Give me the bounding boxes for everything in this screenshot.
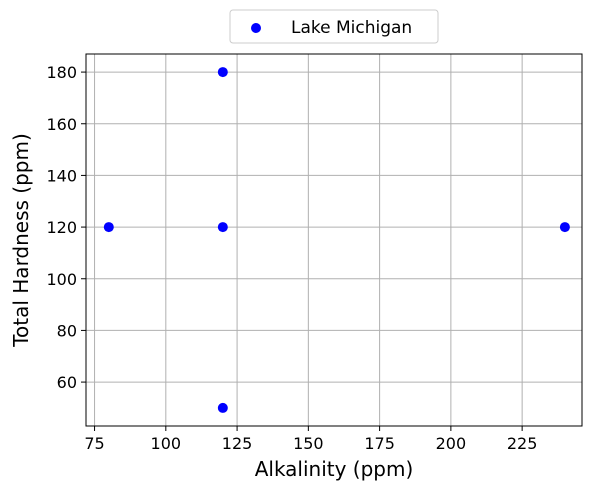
legend-label: Lake Michigan xyxy=(291,18,412,38)
grid xyxy=(86,54,582,426)
data-point xyxy=(559,222,570,233)
data-points xyxy=(103,67,570,413)
data-point xyxy=(217,67,228,78)
x-tick-label: 75 xyxy=(84,434,104,453)
x-tick-label: 150 xyxy=(293,434,324,453)
x-axis-title: Alkalinity (ppm) xyxy=(255,457,414,481)
y-tick-label: 140 xyxy=(46,166,77,185)
plot-frame xyxy=(85,53,583,427)
x-tick-label: 175 xyxy=(364,434,395,453)
y-tick-label: 100 xyxy=(46,270,77,289)
legend: Lake Michigan xyxy=(229,9,439,44)
data-point xyxy=(103,222,114,233)
x-tick-label: 125 xyxy=(222,434,253,453)
y-tick-label: 80 xyxy=(57,321,77,340)
x-tick-label: 225 xyxy=(507,434,538,453)
data-point xyxy=(217,402,228,413)
x-axis-ticks: 75 100 125 150 175 200 225 xyxy=(84,426,537,453)
legend-marker xyxy=(251,23,261,33)
y-axis-title: Total Hardness (ppm) xyxy=(9,133,33,348)
y-tick-label: 160 xyxy=(46,115,77,134)
data-point xyxy=(217,222,228,233)
x-tick-label: 200 xyxy=(436,434,467,453)
legend-box xyxy=(229,9,439,44)
y-tick-label: 60 xyxy=(57,373,77,392)
x-tick-label: 100 xyxy=(151,434,182,453)
y-tick-label: 180 xyxy=(46,63,77,82)
y-tick-label: 120 xyxy=(46,218,77,237)
y-axis-ticks: 60 80 100 120 140 160 180 xyxy=(46,63,86,392)
